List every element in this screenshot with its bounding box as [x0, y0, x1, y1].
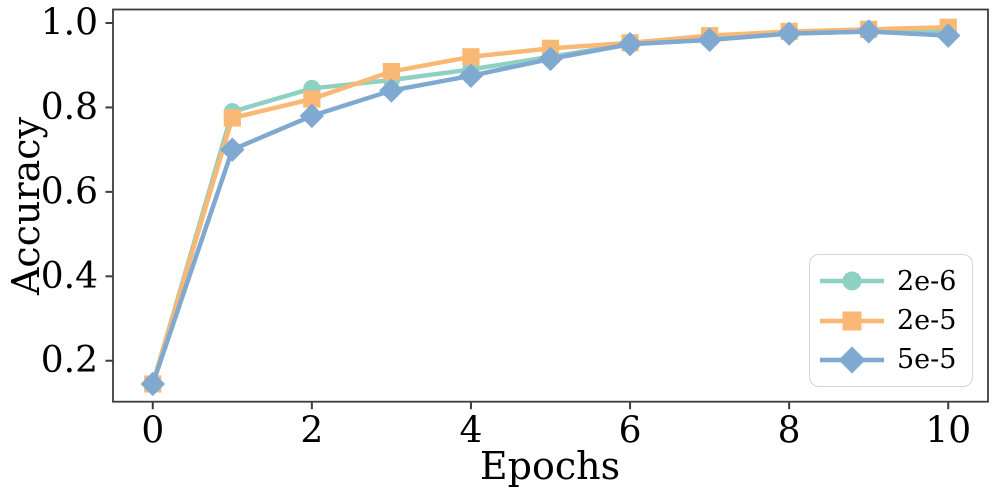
legend-circle-icon — [820, 271, 884, 291]
data-point-5e-5 — [776, 21, 802, 46]
plot-frame — [112, 8, 989, 403]
legend-marker-2e-5 — [842, 311, 862, 330]
axes-ticks: 0 2 4 6 8 10 0.2 0.4 0.6 0.8 1.0 — [41, 3, 971, 452]
x-tick-label: 2 — [300, 410, 323, 451]
legend-item-2e-5: 2e-5 — [820, 304, 972, 338]
y-tick-label: 0.4 — [41, 256, 98, 297]
data-point-5e-5 — [299, 103, 325, 129]
data-point-5e-5 — [617, 31, 643, 57]
data-point-5e-5 — [936, 23, 961, 48]
y-tick-label: 1.0 — [41, 3, 98, 44]
data-point-2e-5 — [382, 62, 401, 81]
legend-label-2e-6: 2e-6 — [897, 265, 957, 297]
data-point-5e-5 — [697, 27, 722, 53]
y-tick-label: 0.8 — [41, 87, 98, 128]
data-point-5e-5 — [856, 19, 881, 44]
legend-item-5e-5: 5e-5 — [820, 343, 972, 377]
legend-marker-2e-6 — [842, 271, 862, 291]
data-point-5e-5 — [379, 78, 404, 103]
y-tick-label: 0.6 — [41, 171, 98, 212]
legend: 2e-6 2e-5 5e-5 — [809, 254, 973, 387]
x-tick-label: 6 — [619, 410, 642, 451]
x-tick-label: 4 — [460, 410, 483, 451]
data-point-5e-5 — [458, 63, 484, 88]
data-point-2e-5 — [303, 90, 321, 108]
data-point-5e-5 — [140, 371, 165, 397]
legend-item-2e-6: 2e-6 — [820, 264, 972, 298]
legend-marker-5e-5 — [838, 346, 866, 374]
data-point-5e-5 — [538, 46, 563, 72]
data-point-2e-5 — [223, 109, 241, 127]
legend-diamond-icon — [820, 346, 884, 374]
y-axis-label: Accuracy — [4, 116, 48, 296]
legend-label-2e-5: 2e-5 — [897, 305, 957, 336]
y-tick-label: 0.2 — [41, 340, 98, 381]
x-axis-label: Epochs — [479, 444, 621, 488]
x-tick-label: 0 — [141, 410, 164, 451]
series-5e-5 — [140, 19, 961, 397]
legend-label-5e-5: 5e-5 — [897, 344, 957, 376]
x-tick-label: 10 — [925, 410, 971, 451]
data-point-2e-5 — [462, 48, 480, 66]
legend-square-icon — [820, 311, 884, 330]
x-tick-label: 8 — [778, 410, 801, 451]
data-point-5e-5 — [220, 137, 245, 162]
